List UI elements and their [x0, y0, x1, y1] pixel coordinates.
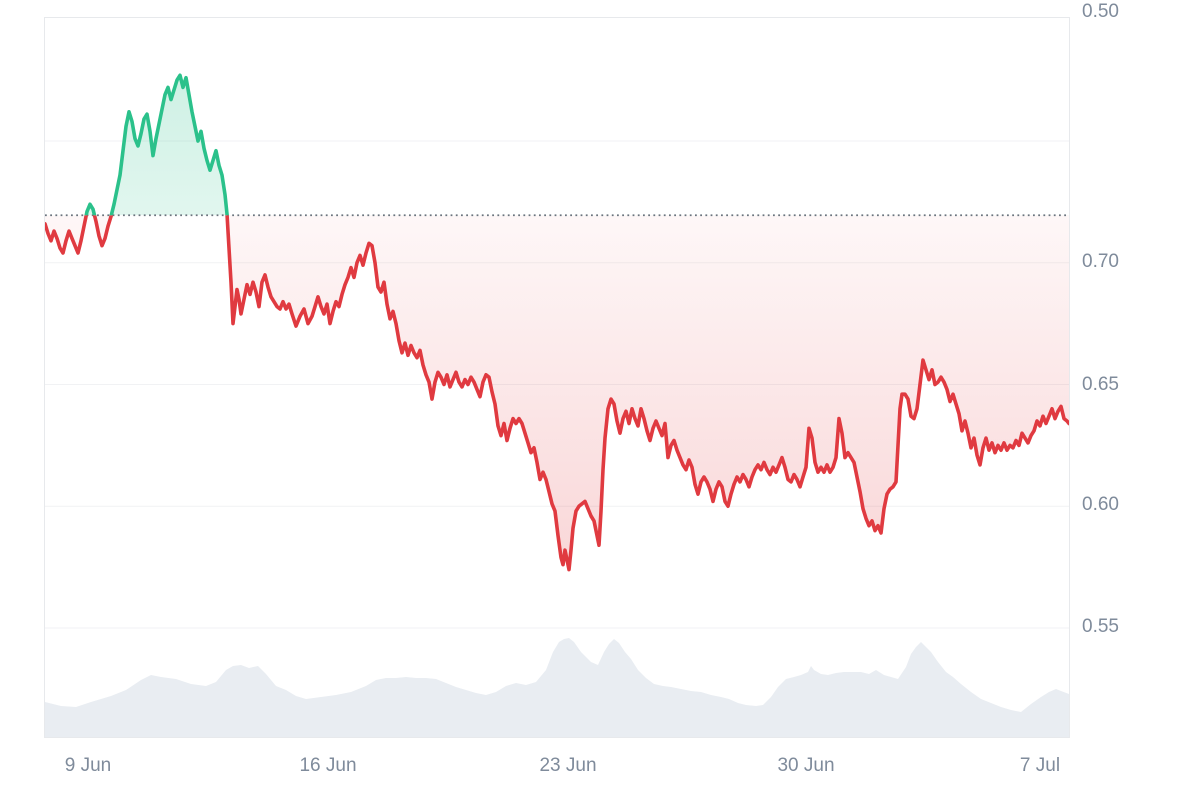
y-axis-tick-0.50: 0.50	[1082, 1, 1119, 22]
price-area-below-baseline	[45, 215, 1069, 570]
price-area-above-baseline	[86, 75, 228, 216]
x-axis-tick-30-jun: 30 Jun	[777, 755, 835, 776]
price-chart-plot-area[interactable]	[45, 18, 1069, 737]
x-axis-tick-7-jul: 7 Jul	[1019, 755, 1061, 776]
price-chart-frame	[44, 17, 1070, 738]
volume-area	[45, 638, 1069, 737]
x-axis-tick-23-jun: 23 Jun	[539, 755, 597, 776]
price-line-below-baseline	[45, 215, 1069, 572]
x-axis: 9 Jun 16 Jun 23 Jun 30 Jun 7 Jul	[0, 752, 1200, 780]
x-axis-tick-9-jun: 9 Jun	[64, 755, 112, 776]
y-axis-tick-0.70: 0.70	[1082, 251, 1119, 272]
y-axis-tick-0.65: 0.65	[1082, 374, 1119, 395]
y-axis-tick-0.60: 0.60	[1082, 494, 1119, 515]
y-axis-tick-0.55: 0.55	[1082, 616, 1119, 637]
x-axis-tick-16-jun: 16 Jun	[299, 755, 357, 776]
price-line-above-baseline	[84, 73, 229, 216]
